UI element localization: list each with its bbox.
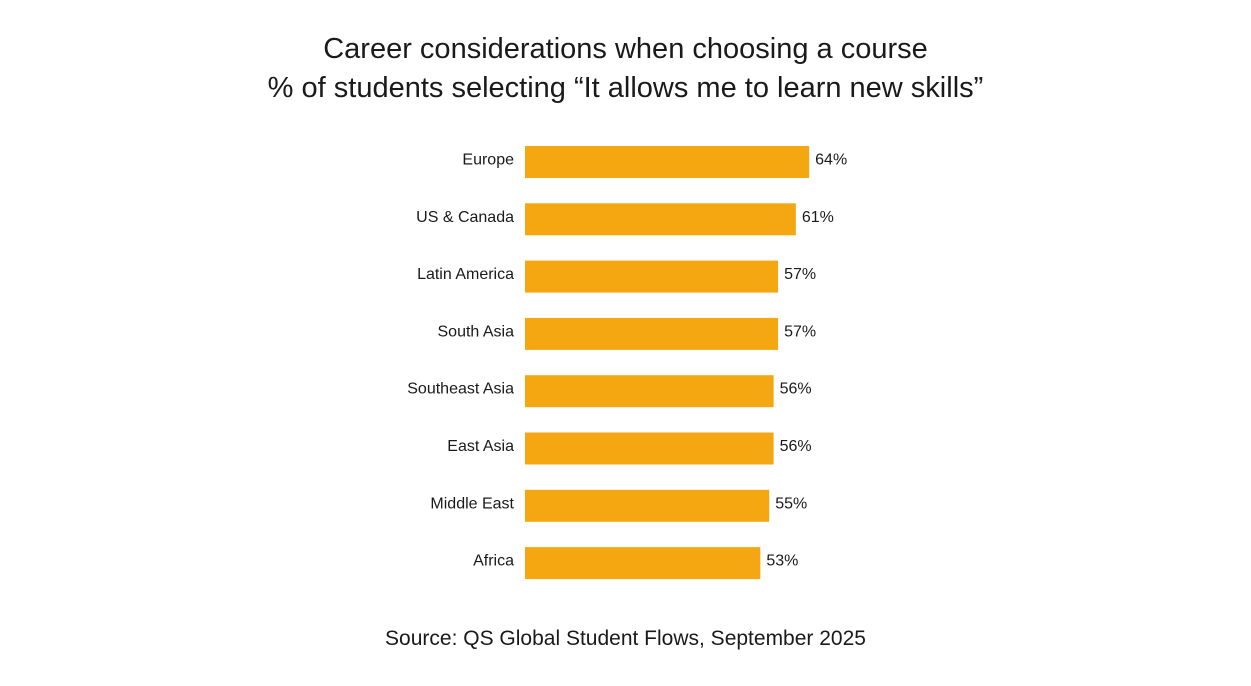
bar: [525, 146, 810, 178]
bar: [525, 260, 779, 293]
value-label: 57%: [784, 266, 816, 283]
value-label: 56%: [780, 381, 812, 398]
category-label: Latin America: [417, 266, 514, 283]
chart-title: Career considerations when choosing a co…: [323, 33, 928, 65]
bar: [525, 317, 779, 350]
chart-subtitle: % of students selecting “It allows me to…: [267, 72, 984, 104]
bar: [525, 547, 761, 580]
chart-title-block: Career considerations when choosing a co…: [0, 30, 1251, 108]
value-label: 56%: [780, 438, 812, 455]
value-label: 64%: [815, 152, 847, 169]
value-label: 53%: [766, 553, 798, 570]
bar: [525, 203, 796, 236]
value-label: 57%: [784, 323, 816, 340]
bar: [525, 432, 774, 465]
category-label: Middle East: [430, 495, 514, 512]
category-label: East Asia: [447, 438, 514, 455]
category-label: Africa: [473, 553, 514, 570]
value-label: 61%: [802, 209, 834, 226]
source-note: Source: QS Global Student Flows, Septemb…: [385, 627, 866, 650]
category-label: Europe: [462, 152, 514, 169]
bar: [525, 489, 770, 522]
bar: [525, 375, 774, 408]
category-label: Southeast Asia: [407, 381, 514, 398]
value-label: 55%: [775, 495, 807, 512]
category-label: South Asia: [438, 323, 515, 340]
category-label: US & Canada: [416, 209, 514, 226]
